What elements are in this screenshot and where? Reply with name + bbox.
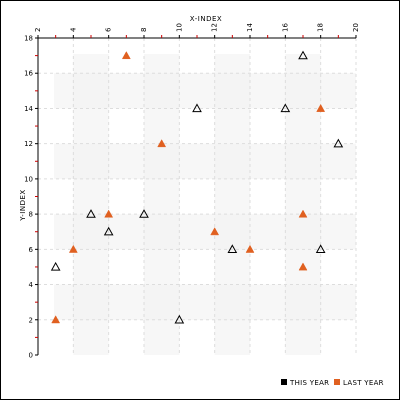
legend: THIS YEAR LAST YEAR [281, 379, 384, 387]
point-last-year [68, 244, 78, 253]
y-tick-label: 12 [24, 140, 33, 148]
point-this-year [227, 244, 238, 254]
band-vertical [285, 54, 321, 355]
x-tick-label: 4 [69, 27, 77, 32]
point-last-year [298, 209, 308, 218]
band-vertical [144, 54, 180, 355]
legend-item-this-year: THIS YEAR [281, 379, 329, 387]
legend-label-this-year: THIS YEAR [289, 379, 329, 387]
point-this-year [86, 209, 96, 218]
data-points [50, 50, 344, 324]
point-last-year [157, 139, 167, 148]
point-this-year [315, 244, 326, 254]
x-tick-label: 16 [281, 23, 289, 32]
y-tick-label: 6 [29, 246, 34, 254]
band-vertical [73, 54, 109, 355]
x-tick-label: 6 [105, 27, 113, 32]
background-bands [54, 54, 356, 355]
y-tick-label: 2 [29, 316, 33, 324]
point-this-year [192, 103, 202, 113]
point-this-year [139, 209, 149, 218]
band-vertical [214, 54, 250, 355]
point-this-year [174, 314, 185, 324]
legend-swatch-last-year [334, 379, 340, 385]
x-tick-label: 20 [352, 23, 360, 32]
x-tick-label: 18 [317, 23, 325, 32]
x-axis-title: X-INDEX [190, 15, 222, 23]
legend-swatch-this-year [281, 379, 287, 385]
x-tick-label: 8 [140, 28, 148, 32]
y-tick-label: 0 [29, 352, 33, 360]
y-axis-title: Y-INDEX [19, 189, 27, 221]
y-tick-label: 18 [24, 35, 33, 43]
point-last-year [51, 315, 61, 324]
point-last-year [104, 209, 114, 218]
grid-lines [38, 37, 357, 355]
tick-labels: 2 4 6 8 10 12 14 16 18 20 0 2 4 6 8 10 12 14 16 18 [24, 23, 360, 360]
tick-marks [35, 35, 357, 356]
x-tick-label: 12 [211, 23, 219, 32]
point-this-year [280, 103, 291, 113]
point-this-year [103, 226, 114, 236]
point-last-year [121, 51, 131, 60]
point-this-year [333, 138, 344, 148]
y-tick-label: 10 [24, 175, 33, 183]
legend-label-last-year: LAST YEAR [343, 379, 384, 387]
x-tick-label: 10 [175, 23, 183, 32]
y-tick-label: 4 [29, 281, 34, 289]
y-tick-label: 8 [29, 211, 33, 219]
point-last-year [245, 244, 255, 253]
legend-item-last-year: LAST YEAR [334, 379, 384, 387]
y-tick-label: 14 [24, 105, 33, 113]
x-tick-label: 14 [246, 23, 254, 32]
x-tick-label: 2 [34, 28, 42, 32]
point-last-year [210, 227, 220, 236]
y-tick-label: 16 [24, 70, 33, 78]
point-this-year [50, 261, 61, 271]
point-this-year [298, 50, 308, 60]
point-last-year [298, 262, 308, 271]
point-last-year [316, 103, 326, 112]
